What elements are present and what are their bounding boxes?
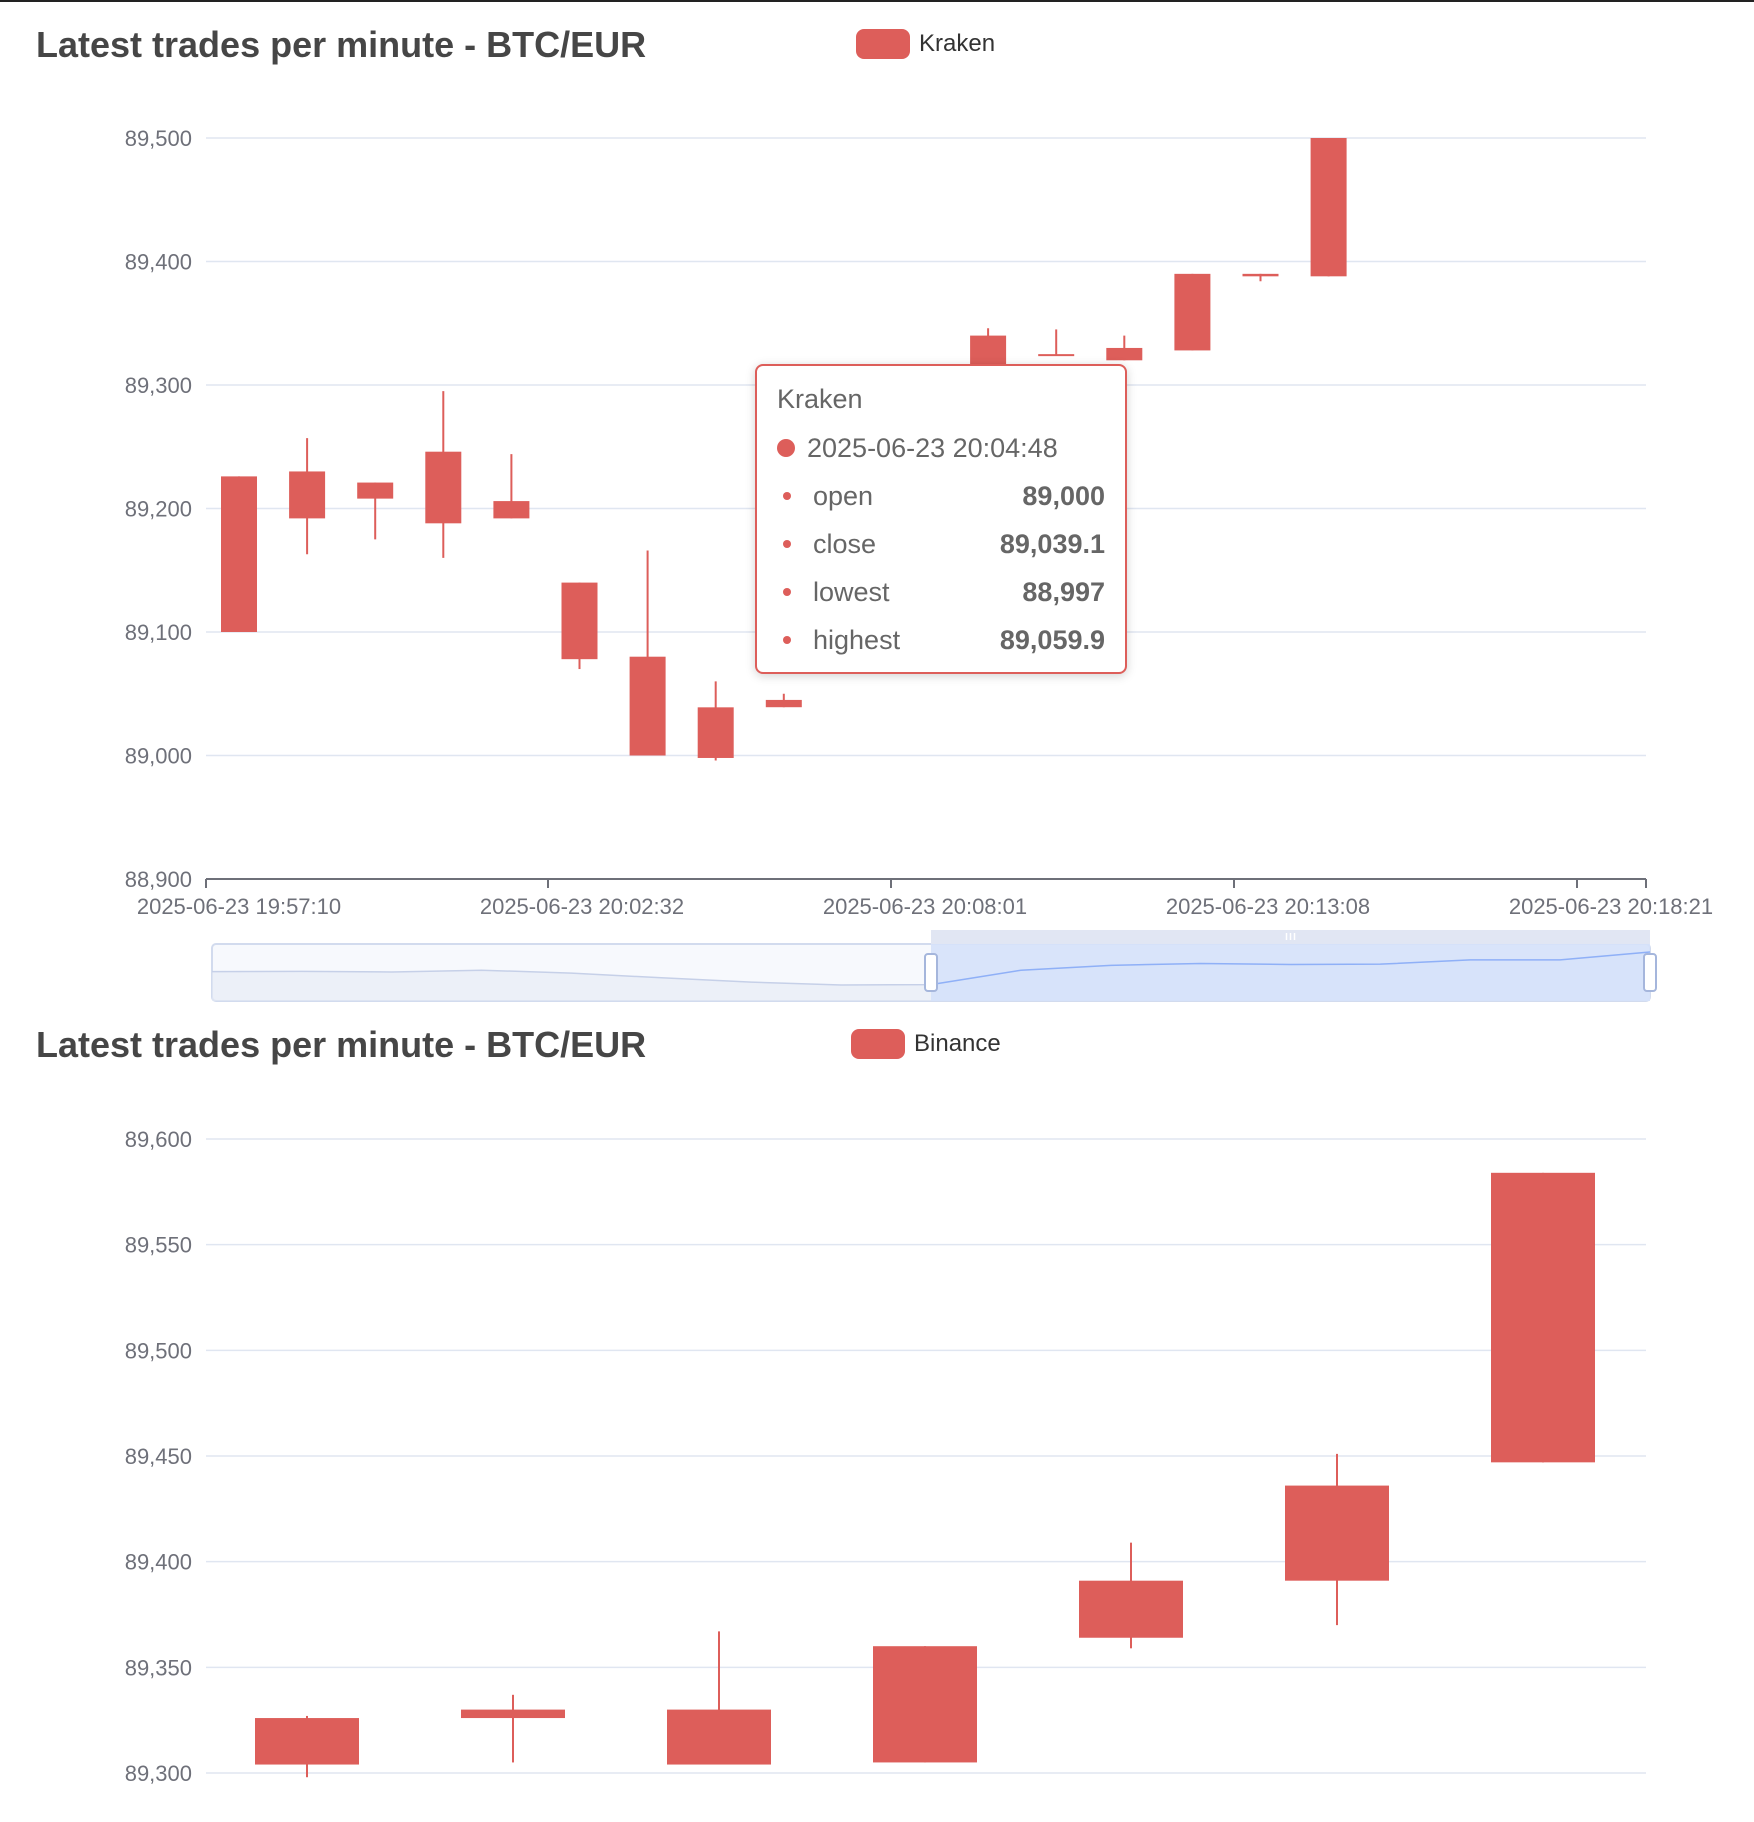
top-border <box>0 0 1754 2</box>
candle-tooltip: Kraken 2025-06-23 20:04:48 open 89,000 c… <box>755 364 1127 674</box>
y-tick-label: 89,400 <box>125 1550 192 1575</box>
bullet-icon <box>783 540 791 548</box>
candle-body <box>461 1709 565 1719</box>
y-tick-label: 89,100 <box>125 620 192 645</box>
bullet-icon <box>783 492 791 500</box>
candle-body <box>1491 1172 1595 1463</box>
y-tick-label: 89,350 <box>125 1655 192 1680</box>
zoom-selected-line <box>930 951 1651 986</box>
candle-body <box>697 707 734 758</box>
zoom-resize-handle[interactable] <box>924 953 938 992</box>
candle-body <box>1038 354 1075 357</box>
kraken-chart-title: Latest trades per minute - BTC/EUR <box>36 24 647 65</box>
bullet-icon <box>783 588 791 596</box>
y-tick-label: 89,300 <box>125 373 192 398</box>
tooltip-row-lowest: lowest 88,997 <box>777 568 1105 616</box>
candle-body <box>493 501 530 519</box>
zoom-selected-window <box>931 944 1650 1001</box>
y-tick-label: 89,500 <box>125 126 192 151</box>
tooltip-row-close: close 89,039.1 <box>777 520 1105 568</box>
legend-kraken[interactable]: Kraken <box>856 29 995 59</box>
bullet-icon <box>783 636 791 644</box>
legend-binance[interactable]: Binance <box>851 1029 1001 1059</box>
y-tick-label: 89,200 <box>125 497 192 522</box>
tooltip-label: open <box>813 480 874 511</box>
candle-body <box>629 656 666 756</box>
y-tick-label: 89,550 <box>125 1233 192 1258</box>
legend-kraken-swatch <box>856 29 910 59</box>
candle-body <box>289 471 326 519</box>
candle-body <box>1174 273 1211 351</box>
legend-binance-swatch <box>851 1029 905 1059</box>
x-tick-label: 2025-06-23 19:57:10 <box>137 894 341 919</box>
tooltip-label: highest <box>813 624 901 655</box>
legend-kraken-label: Kraken <box>919 30 996 57</box>
candle-body <box>255 1718 359 1765</box>
y-tick-label: 89,300 <box>125 1761 192 1786</box>
tooltip-row-highest: highest 89,059.9 <box>777 616 1105 664</box>
tooltip-time-row: 2025-06-23 20:04:48 <box>777 424 1105 472</box>
y-tick-label: 88,900 <box>125 867 192 892</box>
tooltip-series-marker-icon <box>777 439 795 457</box>
zoom-resize-handle[interactable] <box>1643 953 1657 992</box>
candle-body <box>1242 273 1279 277</box>
y-tick-label: 89,400 <box>125 250 192 275</box>
candle-body <box>1079 1580 1183 1638</box>
y-tick-label: 89,450 <box>125 1444 192 1469</box>
candle-body <box>425 451 462 524</box>
y-tick-label: 89,000 <box>125 744 192 769</box>
tooltip-row-open: open 89,000 <box>777 472 1105 520</box>
binance-chart-title: Latest trades per minute - BTC/EUR <box>36 1024 647 1065</box>
tooltip-value: 89,000 <box>1022 480 1105 511</box>
candle-body <box>873 1646 977 1763</box>
y-tick-label: 89,500 <box>125 1338 192 1363</box>
binance-candlestick-chart[interactable]: 89,600 89,550 89,500 89,450 89,400 89,350 89,3… <box>0 1000 1754 1822</box>
tooltip-value: 89,039.1 <box>999 528 1105 559</box>
candle-body <box>1310 138 1347 277</box>
tooltip-value: 89,059.9 <box>999 624 1105 655</box>
x-tick-label: 2025-06-23 20:13:08 <box>1166 894 1370 919</box>
candle-body <box>221 476 257 632</box>
candle-body <box>765 699 802 708</box>
y-tick-label: 89,600 <box>125 1127 192 1152</box>
candle-body <box>357 482 394 499</box>
legend-binance-label: Binance <box>914 1030 1001 1057</box>
tooltip-series-name: Kraken <box>777 384 863 414</box>
candle-body <box>667 1709 771 1765</box>
candle-body <box>1106 347 1143 361</box>
tooltip-label: close <box>813 528 877 559</box>
tooltip-label: lowest <box>813 576 890 607</box>
tooltip-value: 88,997 <box>1022 576 1105 607</box>
data-zoom-slider[interactable] <box>211 930 1657 1002</box>
x-tick-label: 2025-06-23 20:02:32 <box>480 894 684 919</box>
x-tick-label: 2025-06-23 20:08:01 <box>823 894 1027 919</box>
candle-body <box>1285 1485 1389 1581</box>
tooltip-time: 2025-06-23 20:04:48 <box>807 432 1058 463</box>
candle-body <box>561 582 598 660</box>
x-tick-label: 2025-06-23 20:18:21 <box>1509 894 1713 919</box>
